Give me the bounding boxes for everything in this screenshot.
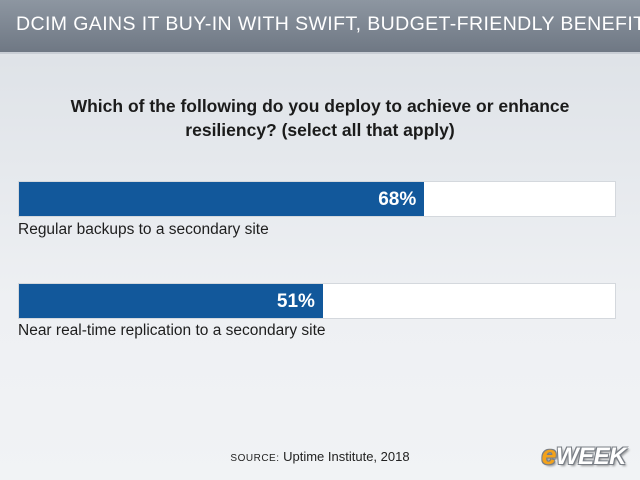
- header-banner: DCIM GAINS IT BUY-IN WITH SWIFT, BUDGET-…: [0, 0, 640, 54]
- chart-title: Which of the following do you deploy to …: [70, 96, 570, 140]
- logo-e: e: [541, 440, 556, 470]
- bar-label-replication: Near real-time replication to a secondar…: [18, 322, 326, 339]
- bar-track-backups: 68%: [18, 181, 616, 217]
- source-note: SOURCE: Uptime Institute, 2018: [0, 449, 640, 464]
- bar-backups: 68%: [19, 182, 425, 216]
- bar-track-replication: 51%: [18, 283, 616, 319]
- bar-replication: 51%: [19, 284, 323, 318]
- eweek-logo: eWEEK: [541, 440, 626, 471]
- bar-value-backups: 68%: [378, 189, 417, 210]
- source-text: Uptime Institute, 2018: [283, 449, 410, 464]
- banner-title: DCIM GAINS IT BUY-IN WITH SWIFT, BUDGET-…: [16, 13, 640, 35]
- logo-rest: WEEK: [556, 443, 627, 470]
- source-key: SOURCE:: [230, 453, 280, 464]
- bar-label-backups: Regular backups to a secondary site: [18, 221, 269, 238]
- bar-value-replication: 51%: [276, 291, 315, 312]
